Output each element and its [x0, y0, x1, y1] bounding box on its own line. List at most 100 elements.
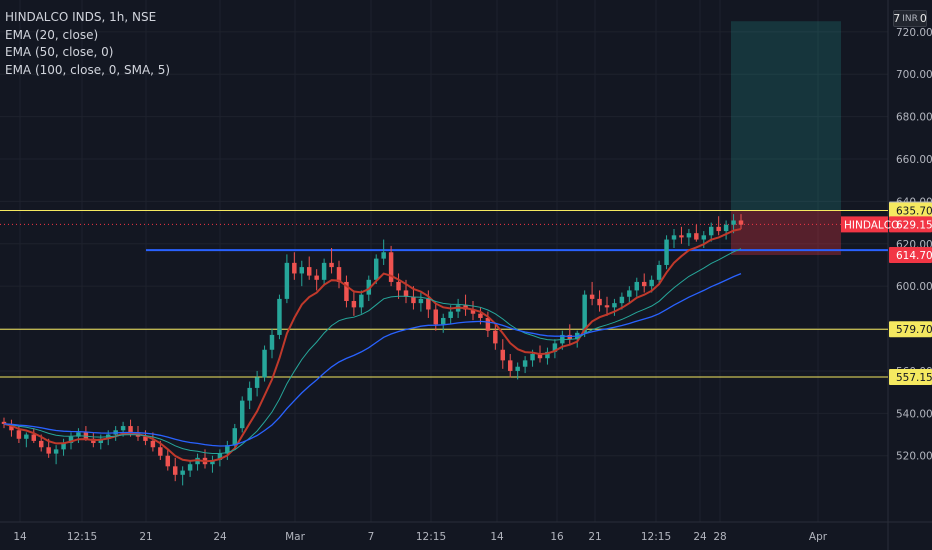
symbol-title[interactable]: HINDALCO INDS, 1h, NSE: [5, 10, 157, 24]
candle-body: [500, 349, 506, 361]
time-axis[interactable]: 14 12:15 21 24 Mar 7 12:15 14 16 21 12:15 24 28 Apr: [13, 531, 827, 543]
candle-body: [180, 470, 185, 475]
candle-body: [351, 301, 357, 308]
candle-body: [478, 313, 483, 318]
candle-body: [530, 353, 535, 361]
candle-body: [31, 434, 37, 441]
price-tag-label: 557.15: [896, 372, 932, 384]
candle-body: [46, 447, 51, 454]
candle-body: [1, 421, 7, 424]
candle-body: [738, 220, 744, 225]
candle-body: [239, 400, 245, 429]
price-tick-label: 520.00: [896, 451, 932, 463]
candle-body: [403, 290, 409, 297]
candle-body: [284, 262, 290, 299]
candle-body: [433, 309, 439, 325]
price-tick-label: 600.00: [896, 281, 932, 293]
price-axis[interactable]: 520.00540.00560.00580.00600.00620.00640.…: [896, 27, 932, 463]
candle-body: [53, 449, 59, 454]
price-tag-box: [889, 368, 932, 385]
ema-100-line: [3, 272, 742, 447]
candle-body: [493, 330, 498, 344]
candle-body: [612, 303, 617, 308]
indicator-legend: HINDALCO INDS, 1h, NSE EMA (20, close) E…: [5, 9, 170, 79]
price-tag-label: 635.70: [896, 206, 932, 218]
candle-body: [254, 377, 260, 388]
candle-body: [664, 239, 669, 265]
price-tag-box: [889, 202, 932, 219]
candle-body: [321, 262, 327, 280]
position-target-zone: [731, 21, 841, 211]
candle-body: [582, 294, 587, 333]
time-tick-label: 21: [588, 531, 601, 543]
candle-body: [359, 294, 364, 308]
candle-body: [426, 298, 431, 310]
candle-body: [619, 296, 625, 304]
candle-body: [641, 281, 647, 287]
currency-right: 0: [919, 12, 927, 25]
ema20-legend[interactable]: EMA (20, close): [5, 27, 99, 42]
candle-body: [604, 305, 610, 308]
candle-body: [269, 334, 275, 350]
candle-body: [537, 353, 543, 359]
candle-body: [128, 426, 133, 433]
ema-lines: [3, 228, 742, 463]
horizontal-lines[interactable]: [0, 210, 888, 378]
ema-20-line: [3, 228, 742, 463]
time-tick-label: 12:15: [416, 531, 446, 543]
candle-body: [292, 262, 297, 274]
time-tick-label: 24: [693, 531, 707, 543]
time-tick-label: 24: [213, 531, 227, 543]
price-tick-label: 660.00: [896, 154, 932, 166]
candle-body: [38, 440, 44, 448]
candle-body: [277, 298, 282, 335]
long-position-tool[interactable]: [731, 21, 841, 256]
price-tick-label: 700.00: [896, 69, 932, 81]
candle-body: [485, 317, 491, 331]
candle-body: [336, 267, 342, 282]
currency-badge[interactable]: 7 INR 0: [893, 10, 927, 27]
candle-body: [217, 453, 223, 460]
candle-body: [299, 267, 305, 274]
candle-body: [589, 294, 595, 299]
candle-body: [396, 281, 401, 291]
time-tick-label: Apr: [809, 531, 828, 543]
time-tick-label: 21: [139, 531, 152, 543]
candle-body: [165, 455, 171, 467]
price-tick-label: 540.00: [896, 408, 932, 420]
candlestick-series: [1, 214, 744, 486]
candle-body: [731, 220, 736, 225]
candle-body: [344, 281, 349, 302]
candle-body: [515, 366, 520, 371]
candle-body: [210, 459, 215, 465]
candle-body: [76, 432, 81, 437]
candle-body: [723, 224, 729, 232]
time-tick-label: 14: [490, 531, 504, 543]
candle-body: [716, 226, 721, 232]
price-tag-box: [889, 321, 932, 338]
candle-body: [679, 235, 684, 238]
candle-body: [411, 296, 416, 304]
candle-body: [440, 317, 446, 325]
candle-body: [225, 445, 230, 454]
candle-body: [634, 281, 640, 291]
candle-body: [686, 233, 692, 238]
time-tick-label: 28: [713, 531, 726, 543]
price-tag-label: 614.70: [896, 250, 932, 262]
candle-body: [150, 440, 156, 448]
ema100-legend[interactable]: EMA (100, close, 0, SMA, 5): [5, 62, 171, 77]
candle-body: [597, 298, 602, 306]
ema50-legend[interactable]: EMA (50, close, 0): [5, 45, 114, 59]
candle-body: [388, 252, 394, 282]
candle-body: [545, 351, 550, 359]
candle-body: [68, 436, 74, 444]
candle-body: [522, 360, 528, 367]
candle-body: [418, 298, 424, 304]
candle-body: [24, 434, 29, 439]
candle-body: [306, 267, 312, 276]
candle-body: [232, 428, 238, 446]
price-tag-box: [889, 216, 932, 233]
